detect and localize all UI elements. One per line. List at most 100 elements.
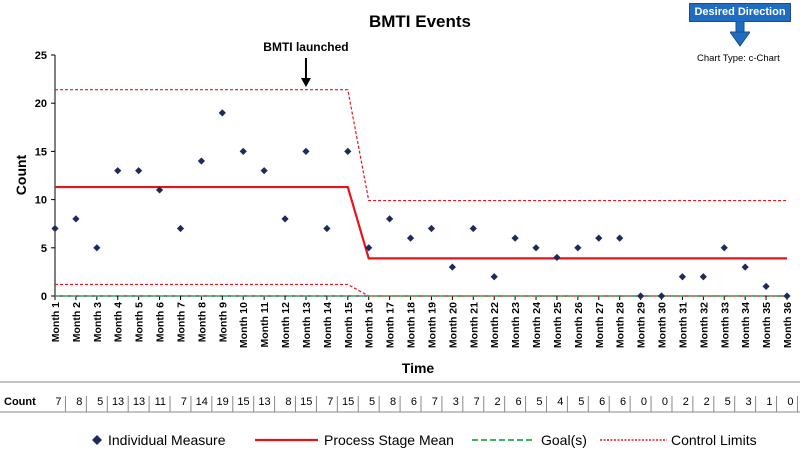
table-cell-value: 3 <box>453 396 459 408</box>
data-points <box>51 109 791 300</box>
table-cell-value: 15 <box>300 396 312 408</box>
data-point <box>114 167 122 175</box>
table-cell-value: 3 <box>746 396 752 408</box>
x-tick-label: Month 8 <box>196 302 208 342</box>
control-limits <box>55 89 787 297</box>
x-tick-label: Month 18 <box>406 302 418 348</box>
annotation-arrow-head <box>300 78 311 87</box>
x-axis-label: Time <box>402 360 435 376</box>
data-point <box>93 244 101 252</box>
data-point <box>51 224 59 233</box>
y-tick-label: 20 <box>35 98 47 110</box>
table-cell-value: 7 <box>474 396 480 408</box>
x-tick-label: Month 27 <box>594 302 606 348</box>
table-cell-value: 4 <box>557 396 563 408</box>
data-point <box>657 292 666 300</box>
x-tick-label: Month 35 <box>761 302 773 348</box>
table-cell-value: 6 <box>411 396 417 408</box>
annotation: BMTI launched <box>263 40 349 87</box>
x-tick-label: Month 11 <box>259 302 271 348</box>
annotation-label: BMTI launched <box>263 40 348 54</box>
data-point <box>741 263 749 271</box>
data-point <box>427 224 436 233</box>
desired-direction-box: Desired Direction <box>689 3 791 22</box>
x-tick-label: Month 17 <box>385 302 397 348</box>
data-point <box>511 234 519 242</box>
legend-label-limits: Control Limits <box>671 432 757 448</box>
x-tick-label: Month 3 <box>92 302 104 342</box>
chart-title: BMTI Events <box>369 12 471 31</box>
table-cell-value: 0 <box>787 396 793 408</box>
data-point <box>595 234 603 242</box>
data-point <box>678 273 687 281</box>
data-point <box>155 186 164 194</box>
table-cell-value: 13 <box>112 396 124 408</box>
table-cell-value: 8 <box>76 396 82 408</box>
y-tick-label: 10 <box>35 195 47 207</box>
x-tick-label: Month 21 <box>468 302 480 348</box>
table-cell-value: 5 <box>536 396 542 408</box>
y-tick-label: 25 <box>35 50 47 62</box>
table-cell-value: 6 <box>515 396 521 408</box>
chart-type-label: Chart Type: c-Chart <box>697 53 780 64</box>
data-point <box>406 234 415 242</box>
data-point <box>490 273 498 281</box>
legend: Individual Measure Process Stage Mean Goal… <box>92 432 757 448</box>
y-tick-label: 5 <box>41 243 47 255</box>
table-cell-value: 0 <box>641 396 647 408</box>
x-tick-label: Month 16 <box>364 302 376 348</box>
x-tick-label: Month 13 <box>301 302 313 348</box>
table-cell-value: 11 <box>155 396 166 408</box>
data-point <box>72 215 80 223</box>
table-cell-value: 8 <box>390 396 396 408</box>
y-axis-label: Count <box>13 154 29 195</box>
x-tick-label: Month 6 <box>155 302 167 342</box>
x-tick-label: Month 36 <box>782 302 794 348</box>
x-tick-label: Month 31 <box>677 302 689 348</box>
data-point <box>532 244 540 252</box>
table-cell-value: 7 <box>432 396 438 408</box>
table-cell-value: 2 <box>704 396 710 408</box>
x-tick-label: Month 24 <box>531 302 543 348</box>
x-axis: Month 1 Month 2 Month 3 Month 4 Month 5 Month… <box>50 295 794 348</box>
table-cell-value: 6 <box>599 396 605 408</box>
x-tick-label: Month 30 <box>657 302 669 348</box>
x-tick-label: Month 34 <box>740 302 752 348</box>
table-cell-value: 8 <box>285 396 291 408</box>
data-point <box>344 147 352 155</box>
x-tick-label: Month 26 <box>573 302 585 348</box>
table-cell-value: 5 <box>97 396 103 408</box>
x-tick-label: Month 22 <box>489 302 501 348</box>
data-point <box>720 244 728 252</box>
data-point <box>239 147 247 155</box>
process-mean-line <box>55 185 787 260</box>
x-tick-label: Month 14 <box>322 302 334 348</box>
table-cell-value: 0 <box>662 396 668 408</box>
data-point <box>260 167 268 175</box>
x-tick-label: Month 5 <box>134 302 146 342</box>
down-arrow-icon <box>730 21 750 47</box>
data-point <box>197 157 205 165</box>
lower-control-limit <box>55 283 787 297</box>
y-axis: 0 5 10 15 20 25 <box>35 50 56 303</box>
x-tick-label: Month 7 <box>175 302 187 342</box>
data-point <box>448 263 456 271</box>
y-tick-label: 15 <box>35 146 47 158</box>
data-point <box>574 244 582 252</box>
table-cell-value: 13 <box>133 396 145 408</box>
data-table: Count 7 8 5 13 13 11 7 14 19 15 13 8 15 7 15 5 8 6 7 3 7 2 6 5 4 5… <box>0 381 800 413</box>
data-point <box>323 224 331 233</box>
data-point <box>699 273 707 281</box>
x-tick-label: Month 2 <box>71 302 83 342</box>
table-cell-value: 15 <box>237 396 249 408</box>
x-tick-label: Month 19 <box>426 302 438 348</box>
table-cell-value: 7 <box>327 396 333 408</box>
data-point <box>616 234 624 242</box>
data-point <box>176 224 185 233</box>
legend-label-mean: Process Stage Mean <box>324 432 454 448</box>
table-cell-value: 1 <box>766 396 772 408</box>
x-tick-label: Month 29 <box>636 302 648 348</box>
x-tick-label: Month 33 <box>719 302 731 348</box>
data-point <box>302 147 310 155</box>
x-tick-label: Month 4 <box>113 302 125 342</box>
